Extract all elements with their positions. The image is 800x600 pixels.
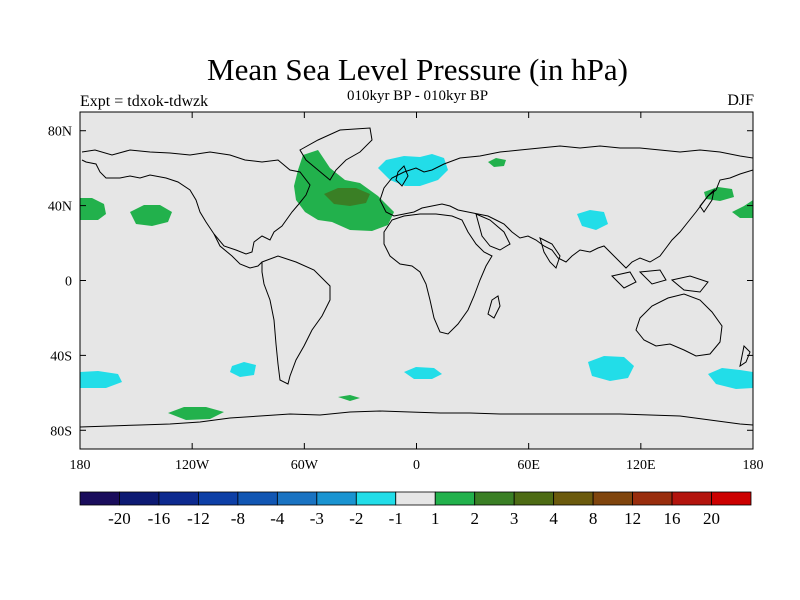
colorbar-swatch [592,491,633,506]
colorbar-label: 3 [510,509,519,528]
anomaly-fills [80,150,753,420]
coast-south-america [261,255,331,385]
colorbar-label: -12 [187,509,210,528]
coast-antarctica [79,410,754,428]
anomaly-south-pacific-small [230,362,256,377]
colorbar-swatch [237,491,278,506]
anomaly-central-asia [577,210,608,230]
colorbar-label: -8 [231,509,245,528]
anomaly-north-pacific-east-edge [732,200,753,218]
y-tick-label: 40S [50,349,72,364]
colorbar-swatch [711,491,752,506]
coast-uk [395,165,409,187]
colorbar-swatch [79,491,120,506]
coast-new-zealand [739,344,751,368]
anomaly-arctic-russia [488,158,506,167]
x-tick-label: 180 [743,458,764,473]
coast-greenland [299,127,373,181]
anomaly-northern-europe [378,154,448,186]
anomaly-south-pacific-west-edge [80,371,122,388]
colorbar-swatch [355,491,397,506]
y-tick-label: 0 [65,275,72,290]
anomaly-southern-ocean-pacific [168,407,224,420]
chart-subtitle: 010kyr BP - 010kyr BP [346,88,489,104]
colorbar-label: -20 [108,509,131,528]
y-tick-label: 40N [48,200,72,215]
x-tick-label: 180 [70,458,91,473]
colorbar: -20 -16 -12 -8 -4 -3 -2 -1 1 2 3 4 8 12 16 20 [79,491,752,528]
x-tick-label: 120W [175,458,210,473]
coast-arabia-india [475,213,561,269]
anomaly-north-pacific-west-edge [80,198,106,220]
colorbar-swatch [513,491,555,506]
coast-australia [635,293,723,357]
coast-japan [699,188,715,213]
colorbar-label: -2 [349,509,363,528]
experiment-label: Expt = tdxok-tdwzk [80,93,209,110]
x-tick-label: 60W [291,458,319,473]
y-tick-label: 80N [48,125,72,140]
chart-title: Mean Sea Level Pressure (in hPa) [207,52,628,87]
colorbar-swatch [553,491,594,506]
anomaly-north-atlantic-core [324,188,370,206]
coast-africa [383,213,493,335]
coast-north-america [81,149,311,255]
anomaly-south-pacific-east-edge [708,368,753,389]
coastlines [79,127,754,428]
coast-europe-asia [379,145,754,269]
x-tick-label: 60E [517,458,540,473]
coast-maritime-continent [611,269,709,293]
colorbar-swatch [158,491,199,506]
colorbar-label: 16 [664,509,681,528]
x-tick-label: 120E [626,458,656,473]
colorbar-label: 2 [470,509,479,528]
coast-madagascar [487,295,501,319]
colorbar-label: 1 [431,509,440,528]
colorbar-label: 12 [624,509,641,528]
colorbar-swatch [434,491,476,506]
colorbar-swatch [119,491,160,506]
colorbar-swatch [474,491,515,506]
y-axis: 80N 40N 0 40S 80S [48,125,753,439]
anomaly-north-pacific-jp [704,187,734,201]
anomaly-north-pacific-east [130,205,172,226]
x-tick-label: 0 [413,458,420,473]
season-label: DJF [727,92,754,109]
colorbar-label: -4 [270,509,285,528]
colorbar-label: 8 [589,509,598,528]
anomaly-southern-atlantic [404,367,442,379]
colorbar-swatch [316,491,357,506]
colorbar-swatch [671,491,712,506]
colorbar-label: -1 [389,509,403,528]
x-axis: 180 120W 60W 0 60E 120E 180 [70,112,764,473]
colorbar-label: -3 [310,509,324,528]
colorbar-swatch [198,491,239,506]
colorbar-swatch [395,491,436,506]
colorbar-label: -16 [148,509,171,528]
anomaly-southern-indian [588,356,634,381]
colorbar-swatch [276,491,318,506]
colorbar-label: 4 [549,509,558,528]
colorbar-swatch [632,491,673,506]
y-tick-label: 80S [50,424,72,439]
colorbar-label: 20 [703,509,720,528]
anomaly-southern-ocean-atlantic [338,395,360,401]
coast-gulf-central-america [213,233,263,269]
